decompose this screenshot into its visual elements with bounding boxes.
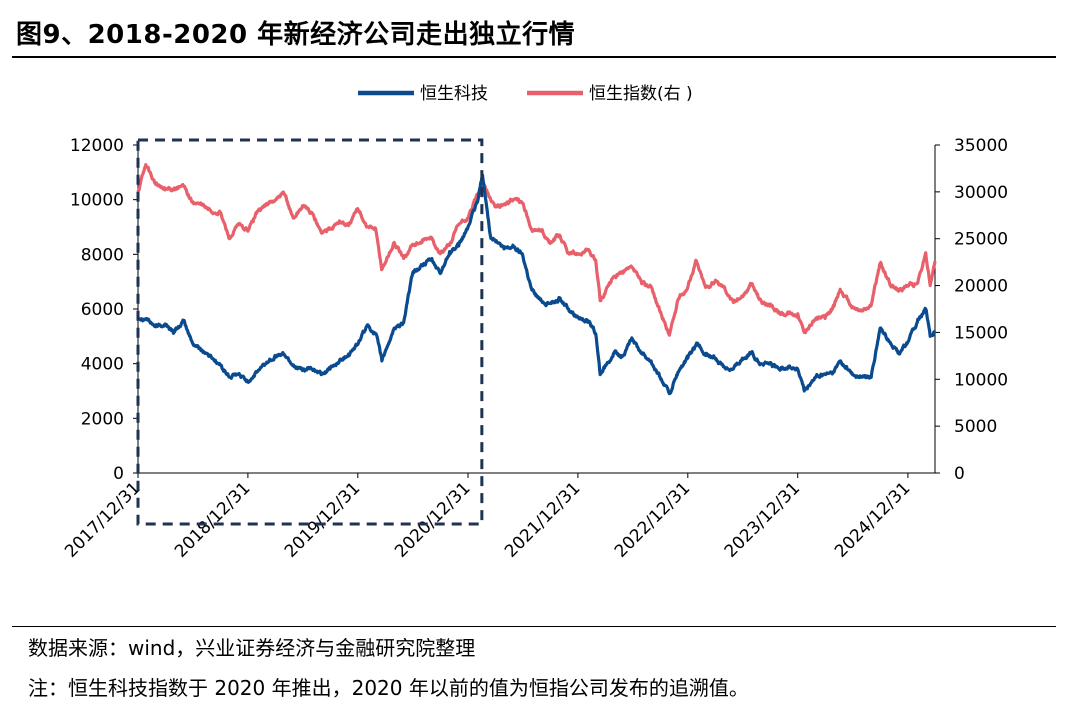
left-tick-label: 12000 [70,136,124,156]
top-divider [12,56,1056,58]
source-note: 数据来源：wind，兴业证券经济与金融研究院整理 [28,636,476,660]
x-tick-label: 2022/12/31 [611,478,694,561]
x-tick-label: 2021/12/31 [501,478,584,561]
right-tick-label: 30000 [954,183,1008,203]
x-tick-label: 2024/12/31 [831,478,914,561]
left-tick-label: 4000 [81,355,124,375]
right-tick-label: 20000 [954,277,1008,297]
legend-label-hsi: 恒生指数(右 ) [589,84,693,104]
hstech-series-line [136,173,937,396]
x-tick-label: 2019/12/31 [281,478,364,561]
legend-label-hstech: 恒生科技 [420,84,488,104]
x-tick-label: 2023/12/31 [721,478,804,561]
x-tick-label: 2017/12/31 [61,478,144,561]
left-tick-label: 10000 [70,191,124,211]
right-tick-label: 35000 [954,136,1008,156]
x-tick-label: 2018/12/31 [171,478,254,561]
left-tick-label: 2000 [81,409,124,429]
highlight-box [136,138,484,526]
left-tick-label: 0 [113,464,124,484]
chart-area: 恒生科技 恒生指数(右 ) 0 2000 4000 6000 8000 10000 12000… [61,84,1008,562]
left-axis: 0 2000 4000 6000 8000 10000 12000 [70,136,139,484]
x-axis: 2017/12/31 2018/12/31 2019/12/31 2020/12/31… [61,472,935,562]
plot-lines [136,163,937,396]
left-tick-label: 8000 [81,245,124,265]
legend: 恒生科技 恒生指数(右 ) [358,84,693,104]
bottom-divider [12,626,1056,627]
right-tick-label: 0 [954,464,965,484]
x-tick-label: 2020/12/31 [391,478,474,561]
right-tick-label: 5000 [954,417,997,437]
hsi-series-line [136,163,937,337]
footnote: 注：恒生科技指数于 2020 年推出，2020 年以前的值为恒指公司发布的追溯值… [28,676,749,700]
right-tick-label: 25000 [954,230,1008,250]
right-tick-label: 10000 [954,370,1008,390]
left-tick-label: 6000 [81,300,124,320]
right-axis: 0 5000 10000 15000 20000 25000 30000 35000 [934,136,1008,484]
chart-title: 图9、2018-2020 年新经济公司走出独立行情 [16,20,576,50]
right-tick-label: 15000 [954,323,1008,343]
